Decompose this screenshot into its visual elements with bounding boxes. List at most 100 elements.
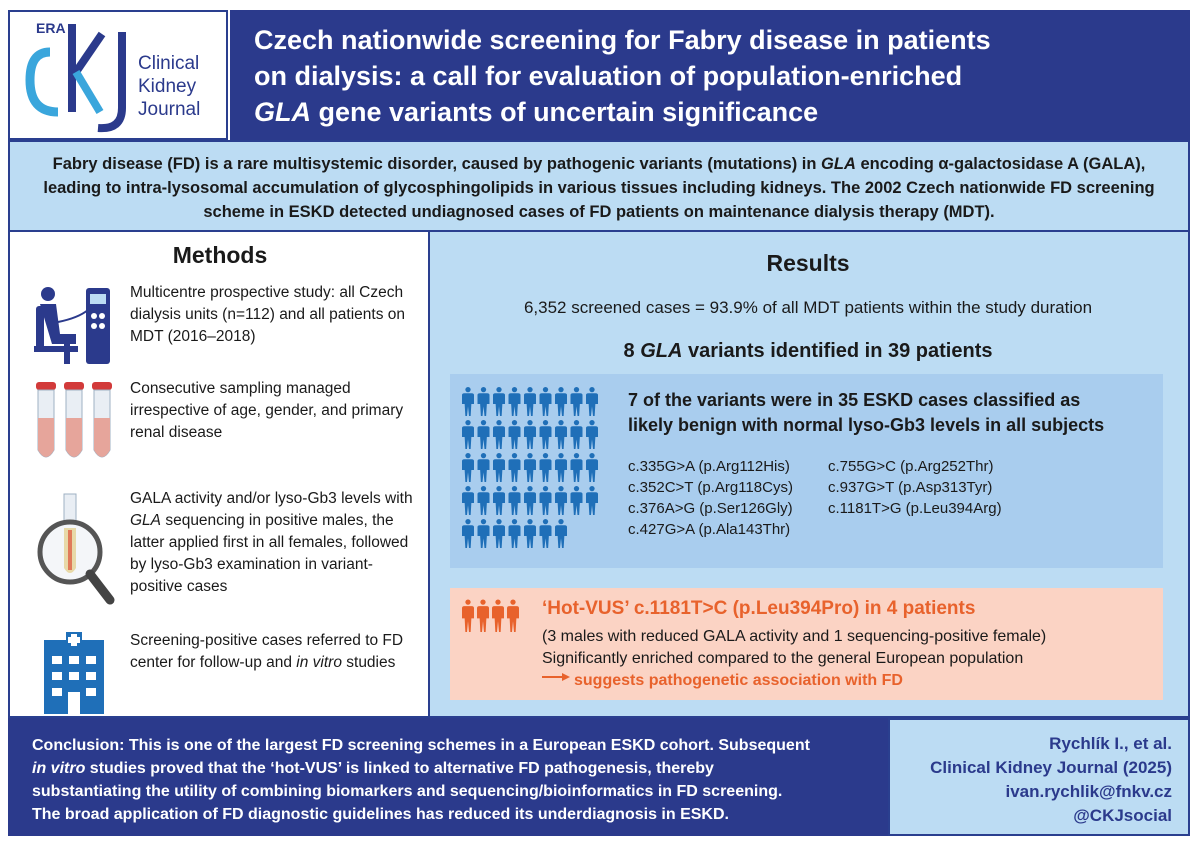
person-icon [555, 518, 567, 548]
hospital-icon [44, 632, 104, 714]
person-icon [555, 452, 567, 482]
person-icon [477, 419, 490, 449]
orange-people-icon [462, 599, 519, 632]
variant-item: c.352C>T (p.Arg118Cys) [628, 479, 793, 496]
person-icon [477, 518, 490, 548]
person-icon [586, 419, 598, 449]
person-icon [570, 419, 583, 449]
person-icon [462, 452, 474, 482]
citation-authors: Rychlík I., et al. [1049, 734, 1172, 753]
person-icon [493, 419, 505, 449]
method-text-3a: GALA activity and/or lyso-Gb3 levels wit… [130, 490, 413, 507]
conclusion-line1: Conclusion: This is one of the largest F… [32, 737, 810, 754]
person-icon [462, 485, 474, 515]
method-item-sequencing: GALA activity and/or lyso-Gb3 levels wit… [30, 488, 430, 618]
variants-column-2: c.755G>C (p.Arg252Thr) c.937G>T (p.Asp31… [828, 456, 1048, 519]
person-icon [493, 518, 505, 548]
person-icon [524, 419, 536, 449]
intro-box: Fabry disease (FD) is a rare multisystem… [8, 140, 1190, 232]
citation-box: Rychlík I., et al. Clinical Kidney Journ… [888, 718, 1190, 836]
person-icon [477, 599, 489, 632]
method-text-3b: sequencing in positive males, the latter… [130, 512, 409, 595]
person-icon [508, 485, 521, 515]
person-icon [508, 419, 521, 449]
method-item-referral: Screening-positive cases referred to FD … [30, 630, 430, 714]
person-icon [586, 386, 598, 416]
person-icon [539, 419, 552, 449]
test-tubes-icon [36, 382, 112, 458]
person-icon [462, 419, 474, 449]
citation-email[interactable]: ivan.rychlik@fnkv.cz [1005, 782, 1173, 801]
person-icon [570, 485, 583, 515]
person-icon [539, 452, 552, 482]
conclusion-line3: substantiating the utility of combining … [32, 783, 783, 800]
method-item-sampling: Consecutive sampling managed irrespectiv… [30, 378, 430, 468]
arrow-right-icon [542, 666, 574, 688]
conclusion-box: Conclusion: This is one of the largest F… [8, 718, 888, 836]
conclusion-line2: in vitro studies proved that the ‘hot-VU… [32, 757, 864, 780]
person-icon [586, 452, 598, 482]
results-title: Results [766, 250, 850, 276]
variant-item: c.376A>G (p.Ser126Gly) [628, 500, 793, 517]
journal-name-line1: Clinical [138, 53, 200, 74]
benign-heading-line2: likely benign with normal lyso-Gb3 level… [628, 415, 1105, 435]
citation-journal: Clinical Kidney Journal (2025) [930, 758, 1172, 777]
method-text-4: Screening-positive cases referred to FD … [130, 630, 420, 674]
person-icon [477, 452, 490, 482]
person-icon [586, 485, 598, 515]
methods-panel: Methods Multicentre prospective study: a… [8, 232, 430, 718]
person-icon [555, 386, 567, 416]
page-title: Czech nationwide screening for Fabry dis… [254, 22, 1166, 130]
person-icon [462, 518, 474, 548]
title-line2: on dialysis: a call for evaluation of po… [254, 61, 963, 91]
journal-name-line2: Kidney [138, 76, 197, 97]
title-gene: GLA [254, 97, 311, 127]
person-icon [477, 485, 490, 515]
dialysis-patient-icon [34, 287, 110, 364]
person-icon [493, 485, 505, 515]
person-icon [492, 599, 504, 632]
method-text-3: GALA activity and/or lyso-Gb3 levels wit… [130, 488, 420, 598]
benign-heading-line1: 7 of the variants were in 35 ESKD cases … [628, 390, 1081, 410]
variant-item: c.755G>C (p.Arg252Thr) [828, 458, 994, 475]
title-line1: Czech nationwide screening for Fabry dis… [254, 25, 991, 55]
hot-vus-line1: (3 males with reduced GALA activity and … [542, 628, 1047, 645]
citation-handle[interactable]: @CKJsocial [1073, 806, 1172, 825]
blue-people-icon [462, 386, 598, 548]
person-icon [570, 386, 583, 416]
method-text-4a: Screening-positive cases referred to FD … [130, 632, 404, 671]
conclusion-line4: The broad application of FD diagnostic g… [32, 806, 729, 823]
person-icon [493, 452, 505, 482]
benign-heading: 7 of the variants were in 35 ESKD cases … [628, 388, 1148, 438]
person-icon [462, 386, 474, 416]
hot-vus-conclusion: suggests pathogenetic association with F… [542, 670, 1152, 692]
person-icon [555, 419, 567, 449]
person-icon [508, 518, 521, 548]
benign-variants-box: 7 of the variants were in 35 ESKD cases … [450, 374, 1163, 568]
person-icon [508, 386, 521, 416]
variant-item: c.335G>A (p.Arg112His) [628, 458, 790, 475]
variants-column-1: c.335G>A (p.Arg112His) c.352C>T (p.Arg11… [628, 456, 828, 540]
person-icon [462, 599, 474, 632]
variants-identified: 8 GLA variants identified in 39 patients [430, 340, 1186, 363]
variant-item: c.937G>T (p.Asp313Tyr) [828, 479, 993, 496]
person-icon [524, 518, 536, 548]
hot-vus-heading: ‘Hot-VUS’ c.1181T>C (p.Leu394Pro) in 4 p… [542, 598, 976, 619]
method-item-dialysis: Multicentre prospective study: all Czech… [30, 282, 430, 372]
method-text-4b: studies [341, 654, 396, 671]
person-icon [539, 386, 552, 416]
screened-cases: 6,352 screened cases = 93.9% of all MDT … [523, 298, 1093, 317]
person-icon [539, 485, 552, 515]
person-icon [524, 386, 536, 416]
methods-title: Methods [172, 242, 268, 268]
person-icon [524, 452, 536, 482]
results-panel: Results 6,352 screened cases = 93.9% of … [430, 232, 1190, 718]
era-label: ERA [36, 20, 66, 36]
person-icon [555, 485, 567, 515]
variant-item: c.1181T>G (p.Leu394Arg) [828, 500, 1002, 517]
hot-vus-line3: suggests pathogenetic association with F… [574, 672, 903, 689]
variants-rest: variants identified in 39 patients [682, 340, 993, 362]
conclusion-line2-rest: studies proved that the ‘hot-VUS’ is lin… [85, 760, 714, 777]
hot-vus-box: ‘Hot-VUS’ c.1181T>C (p.Leu394Pro) in 4 p… [450, 588, 1163, 700]
